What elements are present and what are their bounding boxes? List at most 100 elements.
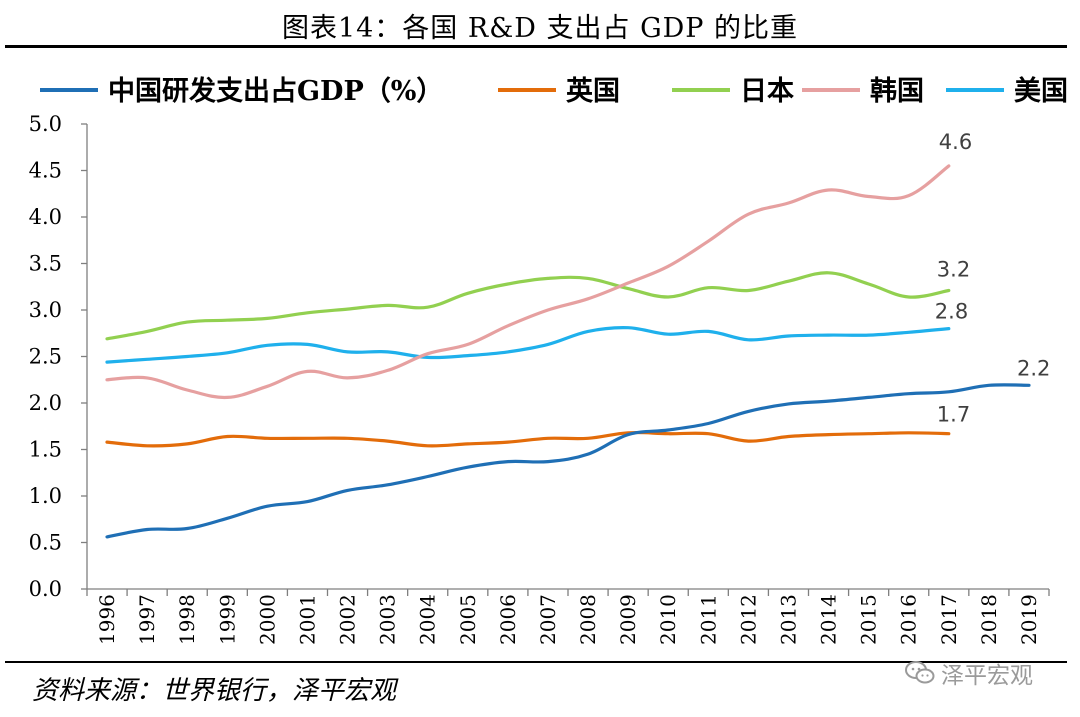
data-point bbox=[306, 370, 309, 373]
data-point bbox=[747, 410, 750, 413]
data-point bbox=[707, 422, 710, 425]
data-point bbox=[867, 396, 870, 399]
data-point bbox=[466, 292, 469, 295]
title-rule bbox=[5, 45, 1067, 48]
data-point bbox=[386, 350, 389, 353]
data-point bbox=[226, 435, 229, 438]
data-point bbox=[106, 441, 109, 444]
data-point bbox=[1027, 384, 1030, 387]
x-tick-label: 2011 bbox=[696, 594, 720, 645]
data-point bbox=[827, 271, 830, 274]
data-point bbox=[947, 390, 950, 393]
x-tick-label: 1999 bbox=[215, 594, 239, 645]
x-tick-label: 1996 bbox=[95, 594, 119, 645]
data-point bbox=[787, 202, 790, 205]
data-point bbox=[146, 528, 149, 531]
data-point bbox=[186, 355, 189, 358]
data-point bbox=[266, 505, 269, 508]
data-point bbox=[947, 327, 950, 330]
data-point bbox=[186, 321, 189, 324]
data-point bbox=[346, 308, 349, 311]
data-point bbox=[587, 297, 590, 300]
data-point bbox=[947, 289, 950, 292]
data-point bbox=[306, 437, 309, 440]
data-point bbox=[426, 356, 429, 359]
series-layer bbox=[105, 164, 1031, 539]
data-point bbox=[386, 440, 389, 443]
x-tick-label: 2006 bbox=[496, 594, 520, 645]
data-point bbox=[106, 535, 109, 538]
data-point bbox=[587, 277, 590, 280]
y-tick-label: 3.0 bbox=[29, 298, 62, 322]
data-point bbox=[867, 195, 870, 198]
data-point bbox=[466, 343, 469, 346]
y-tick-label: 1.0 bbox=[29, 484, 62, 508]
data-point bbox=[907, 392, 910, 395]
data-point bbox=[667, 295, 670, 298]
data-point bbox=[627, 326, 630, 329]
x-tick-label: 2013 bbox=[776, 594, 800, 645]
y-tick-label: 4.0 bbox=[29, 205, 62, 229]
data-point bbox=[827, 334, 830, 337]
x-tick-label: 2009 bbox=[616, 594, 640, 645]
data-point bbox=[226, 351, 229, 354]
x-tick-label: 2001 bbox=[295, 594, 319, 645]
data-point bbox=[386, 304, 389, 307]
data-point bbox=[146, 330, 149, 333]
x-tick-label: 2008 bbox=[576, 594, 600, 645]
footer-rule bbox=[5, 661, 1067, 663]
data-point bbox=[466, 442, 469, 445]
data-point bbox=[426, 306, 429, 309]
data-point bbox=[667, 265, 670, 268]
data-point bbox=[867, 282, 870, 285]
data-point bbox=[346, 489, 349, 492]
end-label: 3.2 bbox=[937, 257, 970, 281]
data-point bbox=[266, 344, 269, 347]
data-point bbox=[787, 335, 790, 338]
data-point bbox=[907, 331, 910, 334]
data-point bbox=[266, 317, 269, 320]
end-labels: 1.7 3.2 2.8 4.6 2.2 bbox=[935, 130, 1051, 427]
end-label: 2.2 bbox=[1017, 356, 1050, 380]
end-label: 1.7 bbox=[937, 403, 970, 427]
data-point bbox=[226, 319, 229, 322]
y-tick-label: 2.0 bbox=[29, 391, 62, 415]
data-point bbox=[827, 400, 830, 403]
data-point bbox=[426, 475, 429, 478]
y-tick-label: 0.0 bbox=[29, 577, 62, 601]
axes: 0.0 0.5 1.0 1.5 2.0 2.5 3.0 3.5 4.0 4.5 5.0 1996 199… bbox=[29, 112, 1050, 645]
data-point bbox=[747, 289, 750, 292]
data-point bbox=[306, 500, 309, 503]
data-point bbox=[907, 431, 910, 434]
data-point bbox=[266, 385, 269, 388]
data-point bbox=[226, 517, 229, 520]
data-point bbox=[306, 311, 309, 314]
data-point bbox=[506, 350, 509, 353]
x-tick-label: 2017 bbox=[937, 594, 961, 645]
source-note: 资料来源：世界银行，泽平宏观 bbox=[32, 676, 397, 706]
y-tick-label: 2.5 bbox=[29, 345, 62, 369]
x-tick-label: 2004 bbox=[416, 594, 440, 645]
legend-label: 日本 bbox=[740, 76, 794, 107]
series-line-0 bbox=[105, 383, 1031, 539]
data-point bbox=[747, 338, 750, 341]
x-tick-label: 2018 bbox=[977, 594, 1001, 645]
data-point bbox=[146, 358, 149, 361]
data-point bbox=[667, 428, 670, 431]
data-point bbox=[627, 282, 630, 285]
data-point bbox=[707, 432, 710, 435]
data-point bbox=[466, 466, 469, 469]
series-line-3 bbox=[105, 164, 951, 400]
data-point bbox=[426, 352, 429, 355]
data-point bbox=[867, 334, 870, 337]
data-point bbox=[747, 440, 750, 443]
x-tick-label: 2003 bbox=[376, 594, 400, 645]
x-tick-label: 2014 bbox=[817, 594, 841, 645]
watermark-text: 泽平宏观 bbox=[941, 663, 1033, 689]
data-point bbox=[106, 378, 109, 381]
data-point bbox=[587, 330, 590, 333]
series-line-2 bbox=[105, 271, 951, 341]
y-tick-label: 5.0 bbox=[29, 112, 62, 136]
data-point bbox=[707, 286, 710, 289]
